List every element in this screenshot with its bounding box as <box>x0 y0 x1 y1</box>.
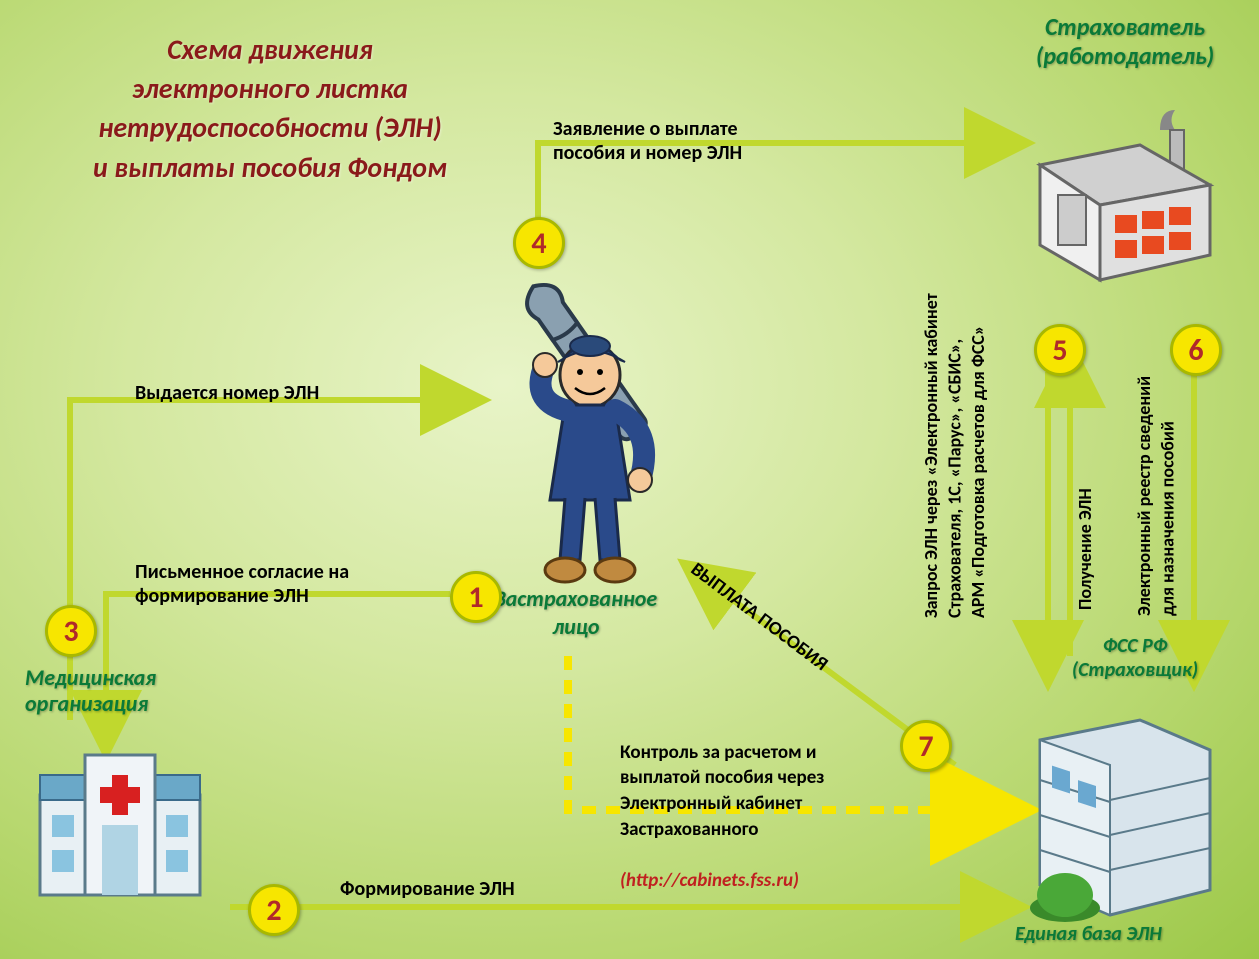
step-1-text: Письменное согласие на формирование ЭЛН <box>135 560 349 608</box>
step-7-text: ВЫПЛАТА ПОСОБИЯ <box>686 558 832 676</box>
step-3-text: Выдается номер ЭЛН <box>135 381 319 405</box>
main-title: Схема движения электронного листка нетру… <box>30 30 510 187</box>
badge-1: 1 <box>450 571 502 623</box>
step-5-text: Запрос ЭЛН через «Электронный кабинет Ст… <box>920 248 990 618</box>
insured-label: Застрахованное лицо <box>495 585 657 640</box>
fss-building-icon <box>1010 690 1230 930</box>
step-2-text: Формирование ЭЛН <box>340 877 515 901</box>
title-line: нетрудоспособности (ЭЛН) <box>30 108 510 147</box>
title-line: электронного листка <box>30 69 510 108</box>
cabinets-link[interactable]: (http://cabinets.fss.ru) <box>620 869 799 892</box>
badge-2: 2 <box>248 884 300 936</box>
badge-3: 3 <box>45 605 97 657</box>
medical-building-icon <box>30 735 210 905</box>
badge-4: 4 <box>513 217 565 269</box>
step-6-text: Электронный реестр сведений для назначен… <box>1133 306 1180 616</box>
step-4-text: Заявление о выплате пособия и номер ЭЛН <box>553 117 742 165</box>
medical-label: Медицинская организация <box>25 665 156 718</box>
step-5-text2: Получение ЭЛН <box>1074 410 1096 610</box>
title-line: и выплаты пособия Фондом <box>30 148 510 187</box>
title-line: Схема движения <box>30 30 510 69</box>
employer-label: Страхователь (работодатель) <box>1000 14 1250 72</box>
badge-5: 5 <box>1034 324 1086 376</box>
badge-7: 7 <box>900 720 952 772</box>
step-7-text2: Контроль за расчетом и выплатой пособия … <box>620 714 824 893</box>
insured-person-figure <box>470 280 700 590</box>
employer-building-icon <box>1020 95 1230 285</box>
fss-label: ФСС РФ (Страховщик) <box>1050 634 1220 682</box>
base-label: Единая база ЭЛН <box>1015 922 1162 946</box>
